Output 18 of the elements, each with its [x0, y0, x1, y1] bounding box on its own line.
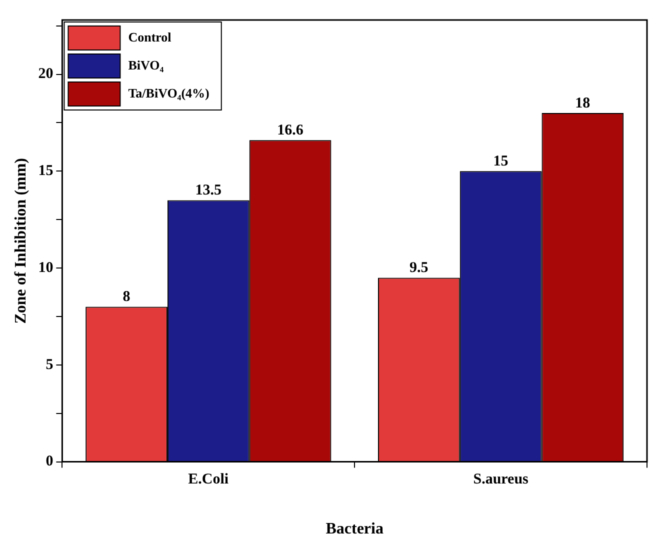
y-tick-label: 0 — [46, 454, 54, 470]
x-tick-label: E.Coli — [188, 472, 229, 488]
data-label: 13.5 — [195, 182, 222, 199]
y-tick-label: 20 — [38, 66, 54, 82]
legend-label: Ta/BiVO₄(4%) — [128, 85, 210, 100]
data-label: 18 — [575, 95, 590, 112]
x-tick-label: S.aureus — [473, 472, 529, 488]
y-tick-label: 10 — [38, 260, 54, 276]
x-axis-title: Bacteria — [326, 520, 384, 538]
legend-label: Control — [128, 29, 172, 44]
y-tick-label: 5 — [46, 356, 54, 373]
data-label: 9.5 — [410, 260, 428, 276]
data-label: 15 — [493, 154, 508, 170]
y-axis-title: Zone of Inhibition (mm) — [12, 158, 30, 324]
data-label: 16.6 — [277, 122, 304, 139]
y-tick-label: 15 — [38, 163, 54, 180]
legend-label: BiVO₄ — [128, 57, 164, 72]
data-label: 8 — [122, 289, 130, 306]
